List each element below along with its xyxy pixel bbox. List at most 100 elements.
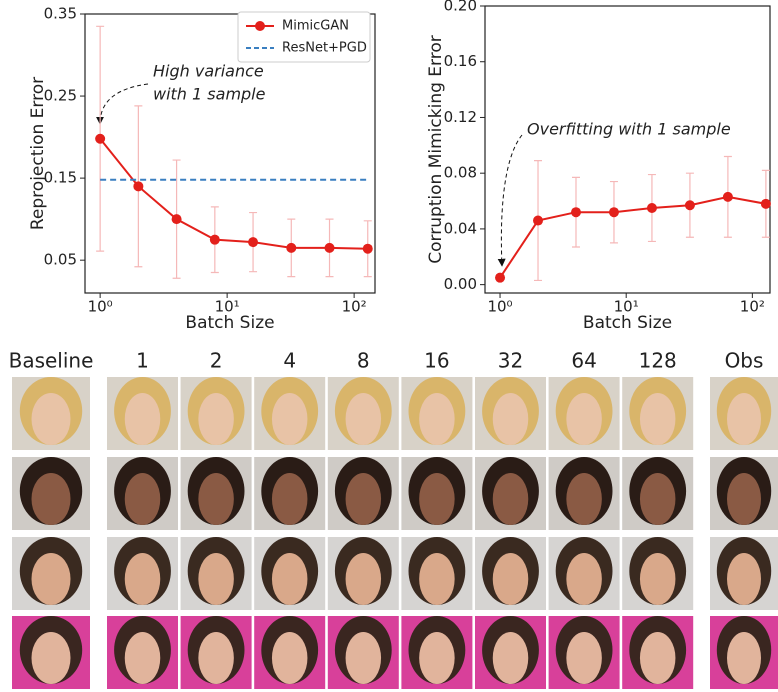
face bbox=[31, 473, 71, 525]
y-tick-label: 0.20 bbox=[444, 0, 477, 15]
face-image bbox=[475, 616, 546, 689]
face-image bbox=[548, 616, 620, 689]
face bbox=[419, 632, 455, 684]
face-image bbox=[548, 537, 620, 610]
x-tick-label: 10¹ bbox=[215, 298, 240, 316]
face bbox=[271, 632, 308, 684]
face bbox=[639, 553, 676, 605]
face-image bbox=[107, 457, 178, 530]
y-tick-label: 0.35 bbox=[44, 5, 77, 23]
column-label: 128 bbox=[639, 349, 677, 373]
face-image bbox=[475, 377, 546, 450]
face bbox=[31, 553, 71, 605]
y-axis-label: Reprojection Error bbox=[28, 77, 48, 230]
face-image bbox=[12, 457, 90, 530]
point bbox=[608, 207, 619, 218]
point bbox=[760, 198, 771, 209]
legend-marker bbox=[255, 21, 265, 31]
face bbox=[727, 473, 761, 525]
point bbox=[248, 237, 259, 248]
face bbox=[198, 393, 234, 445]
face bbox=[124, 473, 161, 525]
y-tick-label: 0.16 bbox=[444, 52, 477, 70]
point bbox=[722, 191, 733, 202]
series-line bbox=[99, 138, 368, 250]
face bbox=[492, 632, 529, 684]
y-tick-label: 0.15 bbox=[44, 169, 77, 187]
y-tick-label: 0.08 bbox=[444, 164, 477, 182]
face-image bbox=[622, 377, 694, 450]
y-tick-label: 0.04 bbox=[444, 219, 477, 237]
annotation-arrow bbox=[96, 83, 149, 125]
face-image bbox=[254, 377, 326, 450]
face bbox=[345, 553, 382, 605]
face-image bbox=[107, 377, 178, 450]
face-image bbox=[254, 616, 326, 689]
face-image bbox=[12, 537, 90, 610]
face bbox=[345, 473, 382, 525]
point bbox=[495, 272, 506, 283]
face-image bbox=[254, 537, 326, 610]
annotation-arrow bbox=[497, 134, 523, 267]
face-image bbox=[475, 537, 546, 610]
face-image bbox=[180, 537, 252, 610]
x-tick-label: 10¹ bbox=[614, 298, 639, 316]
face bbox=[124, 393, 161, 445]
face-image bbox=[401, 616, 473, 689]
face-image bbox=[622, 616, 694, 689]
x-tick-label: 10² bbox=[342, 298, 367, 316]
face-image bbox=[327, 377, 399, 450]
y-tick-label: 0.12 bbox=[444, 108, 477, 126]
face-image bbox=[710, 537, 778, 610]
face bbox=[639, 632, 676, 684]
column-label: 2 bbox=[210, 349, 223, 373]
face bbox=[419, 393, 455, 445]
point bbox=[684, 200, 695, 211]
face-image bbox=[107, 616, 178, 689]
face bbox=[492, 553, 529, 605]
face bbox=[492, 473, 529, 525]
point bbox=[324, 242, 335, 253]
face bbox=[566, 553, 602, 605]
face bbox=[727, 553, 761, 605]
face bbox=[198, 553, 234, 605]
face-image bbox=[548, 457, 620, 530]
column-label: Obs bbox=[725, 349, 764, 373]
column-label: 64 bbox=[571, 349, 596, 373]
face bbox=[198, 632, 234, 684]
face bbox=[727, 393, 761, 445]
x-tick-label: 10⁰ bbox=[487, 298, 512, 316]
face bbox=[31, 632, 71, 684]
x-tick-label: 10⁰ bbox=[88, 298, 113, 316]
point bbox=[570, 207, 581, 218]
point bbox=[95, 133, 106, 144]
face-image bbox=[327, 537, 399, 610]
face bbox=[566, 473, 602, 525]
face bbox=[419, 553, 455, 605]
face bbox=[419, 473, 455, 525]
face bbox=[124, 632, 161, 684]
column-label: 8 bbox=[357, 349, 370, 373]
face bbox=[492, 393, 529, 445]
face-image bbox=[710, 377, 778, 450]
face bbox=[639, 393, 676, 445]
y-tick-label: 0.25 bbox=[44, 87, 77, 105]
series-line bbox=[499, 195, 767, 279]
annotation: High variance bbox=[153, 62, 264, 81]
face bbox=[271, 393, 308, 445]
face-image bbox=[254, 457, 326, 530]
face-image bbox=[710, 457, 778, 530]
face-image bbox=[180, 616, 252, 689]
face bbox=[31, 393, 71, 445]
column-label: 1 bbox=[136, 349, 149, 373]
face bbox=[271, 473, 308, 525]
face-image bbox=[548, 377, 620, 450]
point bbox=[286, 242, 297, 253]
face bbox=[198, 473, 234, 525]
column-label: 16 bbox=[424, 349, 449, 373]
face-image bbox=[710, 616, 778, 689]
point bbox=[209, 234, 220, 245]
face-image bbox=[622, 457, 694, 530]
legend-box bbox=[237, 11, 371, 63]
point bbox=[646, 203, 657, 214]
